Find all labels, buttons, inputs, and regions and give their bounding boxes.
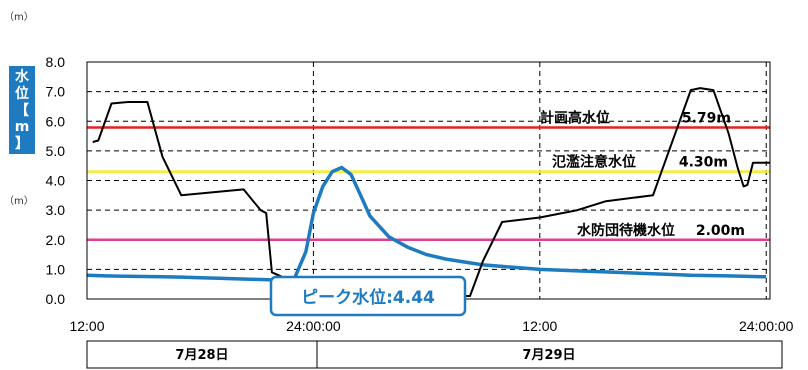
y-tick-labels: 0.0 1.0 2.0 3.0 4.0 5.0 6.0 7.0 8.0	[46, 54, 66, 307]
unit-label-top: （m）	[4, 11, 34, 23]
callout-box	[269, 275, 467, 317]
y-tick-label: 3.0	[46, 202, 66, 218]
reference-line-label: 水防団待機水位	[577, 222, 675, 239]
unit-label-left: （m）	[4, 195, 34, 207]
x-tick-labels: 12:00 24:00:00 12:00 24:00:00	[69, 318, 793, 334]
y-axis-label-char-3: m	[15, 119, 30, 135]
series-line-blue	[86, 165, 767, 282]
series-group	[86, 87, 770, 297]
y-tick-label: 4.0	[46, 173, 66, 189]
reference-line-label: 計画高水位	[540, 109, 610, 126]
series-line-black	[92, 87, 770, 297]
y-tick-label: 2.0	[46, 232, 66, 248]
y-axis-label-char-4: 】	[15, 136, 29, 152]
grid	[87, 62, 770, 299]
y-tick-label: 7.0	[46, 84, 66, 100]
y-axis-label-char-0: 水	[15, 68, 30, 85]
date-box-1	[316, 340, 783, 369]
x-tick-label: 24:00:00	[286, 318, 341, 334]
callout-text: ピーク水位:4.44	[301, 287, 435, 308]
y-tick-label: 8.0	[46, 54, 66, 70]
reference-line-label: 氾濫注意水位	[552, 154, 636, 171]
x-tick-label: 24:00:00	[739, 318, 794, 334]
peak-callout: ピーク水位:4.44	[269, 275, 467, 317]
date-label-1: 7月29日	[522, 348, 575, 363]
reference-line-value: 5.79m	[682, 110, 731, 126]
y-tick-label: 5.0	[46, 143, 66, 159]
y-axis-label-box	[9, 66, 35, 154]
y-axis-label-char-2: 【	[15, 103, 29, 119]
reference-line-value: 2.00m	[696, 223, 745, 239]
reference-line-value: 4.30m	[679, 155, 728, 171]
y-axis-label-char-1: 位	[15, 85, 29, 102]
date-box-0	[86, 340, 318, 369]
reference-lines: 計画高水位 5.79m 氾濫注意水位 4.30m 水防団待機水位 2.00m	[87, 109, 770, 241]
y-tick-label: 6.0	[46, 113, 66, 129]
date-label-0: 7月28日	[175, 348, 228, 363]
y-tick-label: 1.0	[46, 261, 66, 277]
x-tick-label: 12:00	[522, 318, 557, 334]
x-tick-label: 12:00	[69, 318, 104, 334]
y-tick-label: 0.0	[46, 291, 66, 307]
